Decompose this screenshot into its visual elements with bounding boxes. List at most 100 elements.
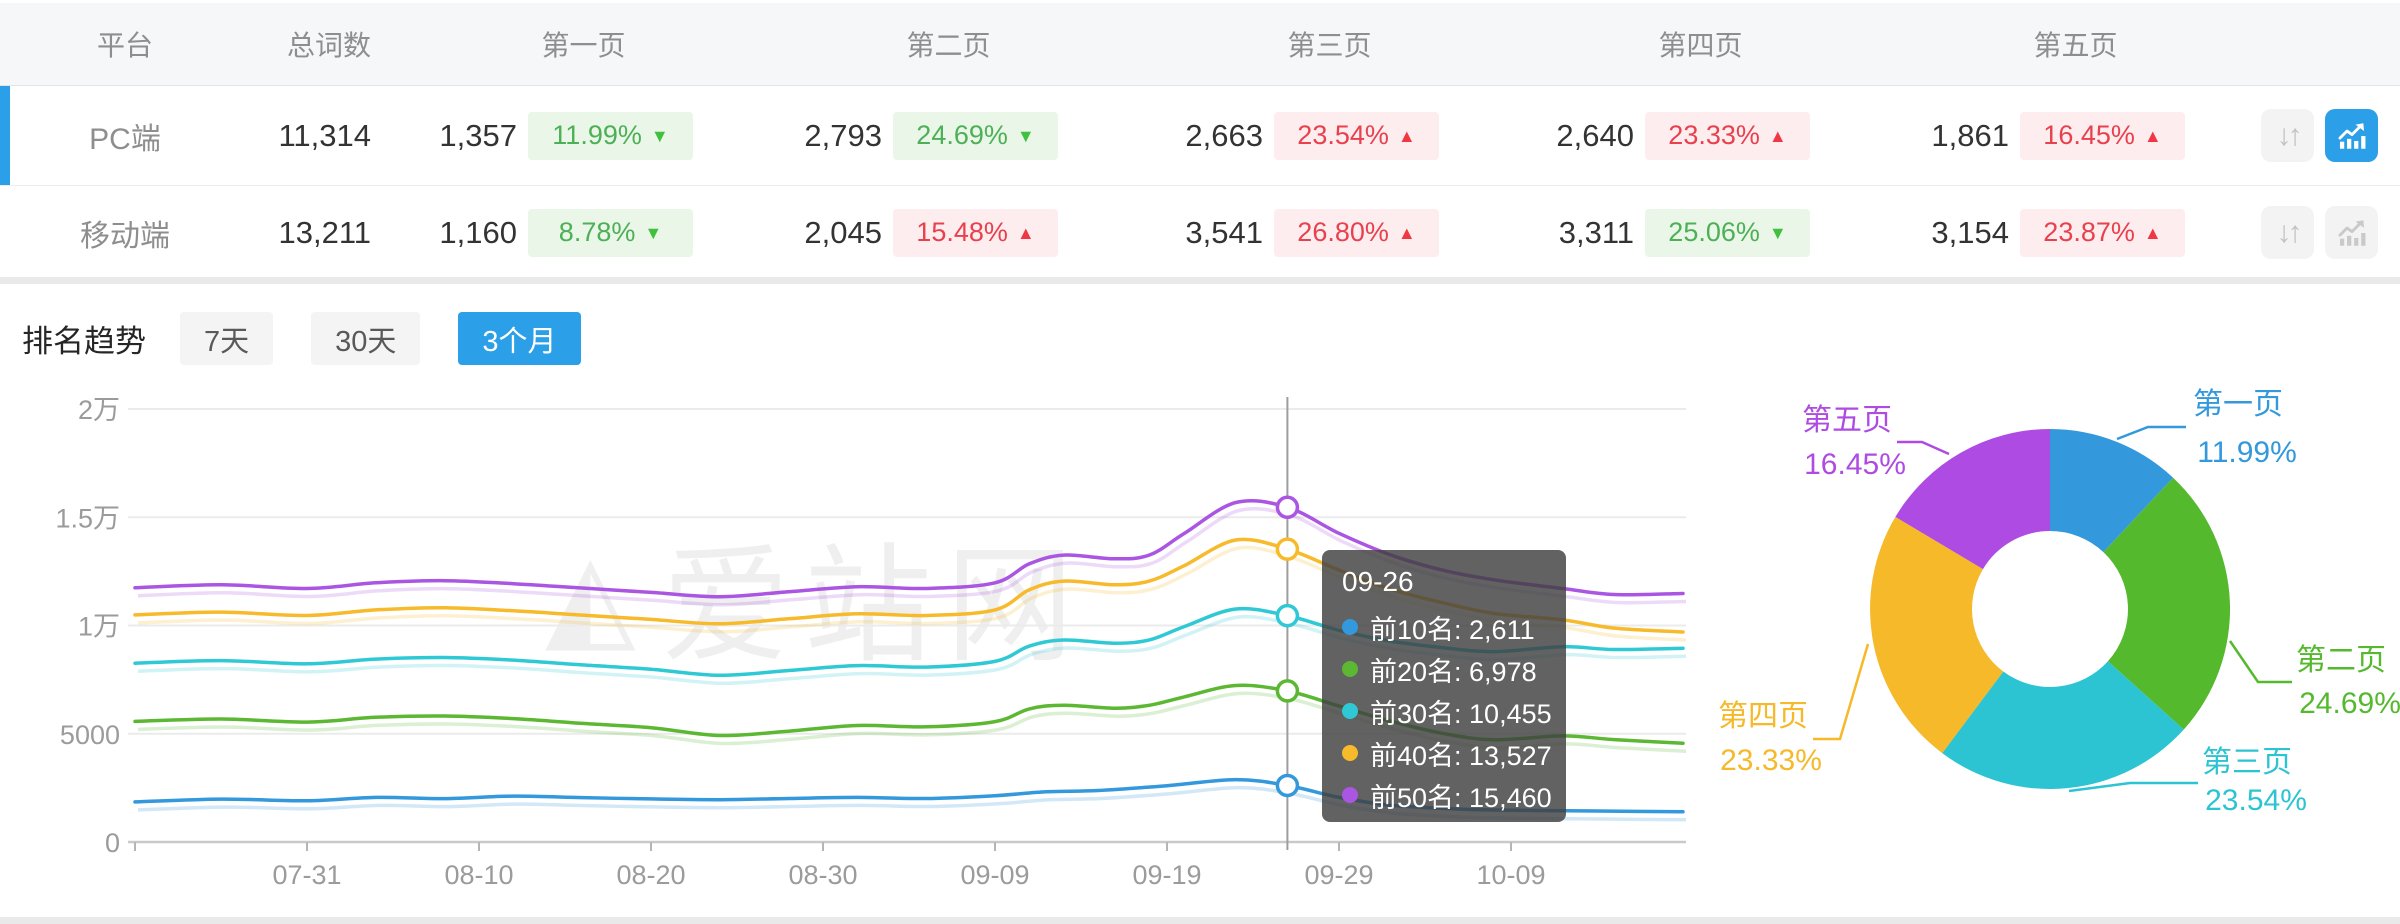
x-axis-label: 08-30 xyxy=(788,860,857,890)
page-percent-badge: 23.33% ▲ xyxy=(1645,111,1810,160)
row-actions: ↓↑ xyxy=(2185,86,2400,185)
tooltip-series-text: 前50名: 15,460 xyxy=(1370,782,1552,813)
percent-value: 26.80% xyxy=(1297,217,1389,247)
total-words-value: 11,314 xyxy=(278,117,371,153)
donut-label-name-第三页: 第三页 xyxy=(2202,746,2292,779)
up-triangle-icon: ▲ xyxy=(1397,125,1416,146)
highlight-marker-前50名 xyxy=(1275,495,1300,520)
donut-label-name-第四页: 第四页 xyxy=(1718,700,1808,733)
sort-rank-button[interactable]: ↓↑ xyxy=(2261,206,2314,259)
rank-summary-table: 平台 总词数 第一页 第二页 第三页 第四页 第五页 PC端 11,314 1,357 11.99… xyxy=(0,0,2400,277)
donut-slice-第三页[interactable] xyxy=(1942,661,2184,790)
column-header-page-2: 第二页 xyxy=(693,3,1058,85)
x-axis-label: 10-09 xyxy=(1476,860,1545,890)
x-axis-label: 09-09 xyxy=(960,860,1029,890)
page-count-value: 1,160 xyxy=(439,214,517,250)
tooltip-series-text: 前20名: 6,978 xyxy=(1370,656,1537,687)
column-header-label: 第一页 xyxy=(541,30,626,61)
page-percent-badge: 24.69% ▼ xyxy=(893,111,1058,160)
tooltip-date: 09-26 xyxy=(1342,566,1414,597)
tooltip-series-row: 前10名: 2,611 xyxy=(1342,606,1546,648)
column-header-total-words: 总词数 xyxy=(286,30,371,61)
tab-range-3[interactable]: 3个月 xyxy=(458,312,581,365)
x-axis-label: 09-19 xyxy=(1132,860,1201,890)
aizhan-watermark: ◭ 爱站网 xyxy=(545,502,1088,687)
donut-slice-第二页[interactable] xyxy=(2103,477,2231,730)
platform-label: PC端 xyxy=(89,122,161,156)
sort-rank-button[interactable]: ↓↑ xyxy=(2261,109,2314,162)
tab-range-1[interactable]: 7天 xyxy=(180,312,274,365)
x-axis-label: 09-29 xyxy=(1304,860,1373,890)
donut-label-name-第五页: 第五页 xyxy=(1802,404,1892,437)
highlight-marker-前30名 xyxy=(1275,603,1300,628)
column-header-label: 第三页 xyxy=(1287,30,1372,61)
tooltip-series-row: 前40名: 13,527 xyxy=(1342,732,1552,774)
tooltip-series-row: 前30名: 10,455 xyxy=(1342,690,1552,732)
up-triangle-icon: ▲ xyxy=(2143,222,2162,243)
down-triangle-icon: ▼ xyxy=(1768,222,1787,243)
series-color-dot xyxy=(1342,661,1358,677)
donut-label-name-第二页: 第二页 xyxy=(2296,644,2386,677)
up-triangle-icon: ▲ xyxy=(1397,222,1416,243)
table-header-row: 平台 总词数 第一页 第二页 第三页 第四页 第五页 xyxy=(0,3,2400,86)
page-2-cell: 2,045 15.48% ▲ xyxy=(693,186,1058,277)
x-axis-label: 08-20 xyxy=(616,860,685,890)
y-axis-label: 2万 xyxy=(78,395,120,425)
y-axis-label: 1万 xyxy=(78,612,120,642)
up-triangle-icon: ▲ xyxy=(2143,125,2162,146)
y-axis-label: 5000 xyxy=(60,720,120,750)
donut-slice-第五页[interactable] xyxy=(1895,429,2050,570)
trend-range-tabs: 7天 30天 3个月 xyxy=(180,312,619,365)
percent-value: 23.87% xyxy=(2043,217,2135,247)
percent-value: 25.06% xyxy=(1668,217,1760,247)
total-words-value: 13,211 xyxy=(278,214,371,250)
column-header-page-3: 第三页 xyxy=(1058,3,1439,85)
column-header-actions xyxy=(2185,3,2400,85)
donut-callout-line-第四页 xyxy=(1813,643,1870,741)
donut-label-percent-第二页: 24.69% xyxy=(2299,687,2400,720)
donut-callout-line-第三页 xyxy=(2068,781,2198,793)
percent-value: 23.33% xyxy=(1668,120,1760,150)
tooltip-series-row: 前50名: 15,460 xyxy=(1342,774,1552,816)
trend-title: 排名趋势 xyxy=(22,324,146,359)
platform-label: 移动端 xyxy=(80,219,170,253)
donut-label-name-第一页: 第一页 xyxy=(2193,388,2283,421)
page-count-value: 3,311 xyxy=(1558,214,1634,250)
show-trend-button[interactable] xyxy=(2325,109,2378,162)
donut-label-percent-第一页: 11.99% xyxy=(2197,436,2297,469)
page-percent-badge: 8.78% ▼ xyxy=(528,208,693,257)
aizhan-logo-icon: ◭ xyxy=(545,529,636,662)
donut-slice-第四页[interactable] xyxy=(1870,516,2004,754)
page-3-cell: 3,541 26.80% ▲ xyxy=(1058,186,1439,277)
column-header-page-1: 第一页 xyxy=(375,3,693,85)
series-color-dot xyxy=(1342,745,1358,761)
page-count-value: 3,541 xyxy=(1185,214,1263,250)
column-header-platform: 平台 xyxy=(96,30,153,61)
series-color-dot xyxy=(1342,787,1358,803)
page-count-value: 3,154 xyxy=(1931,214,2009,250)
tooltip-series-text: 前10名: 2,611 xyxy=(1370,614,1535,645)
sort-arrows-icon: ↓↑ xyxy=(2276,118,2303,152)
x-axis-label: 08-10 xyxy=(444,860,513,890)
percent-value: 24.69% xyxy=(916,120,1008,150)
trend-chart-icon xyxy=(2338,219,2365,246)
column-header-page-5: 第五页 xyxy=(1810,3,2185,85)
percent-value: 16.45% xyxy=(2043,120,2135,150)
tooltip-series-row: 前20名: 6,978 xyxy=(1342,648,1546,690)
donut-label-percent-第三页: 23.54% xyxy=(2205,784,2307,817)
highlight-marker-前40名 xyxy=(1275,537,1300,561)
highlight-marker-前20名 xyxy=(1275,679,1300,703)
table-row-pc[interactable]: PC端 11,314 1,357 11.99% ▼ 2,793 24.69% ▼ 2,663 23… xyxy=(0,86,2400,186)
tab-range-2[interactable]: 30天 xyxy=(311,312,421,365)
table-row-mobile[interactable]: 移动端 13,211 1,160 8.78% ▼ 2,045 15.48% ▲ 3,541 26.… xyxy=(0,186,2400,277)
page-percent-badge: 11.99% ▼ xyxy=(528,111,693,160)
donut-slice-第一页[interactable] xyxy=(2050,429,2174,553)
page-percent-badge: 23.54% ▲ xyxy=(1274,111,1439,160)
page-percent-badge: 25.06% ▼ xyxy=(1645,208,1810,257)
y-axis-label: 1.5万 xyxy=(55,503,120,533)
show-trend-button[interactable] xyxy=(2325,206,2378,259)
percent-value: 8.78% xyxy=(558,217,636,247)
highlight-marker-前10名 xyxy=(1275,773,1300,798)
row-actions: ↓↑ xyxy=(2185,186,2400,277)
page-5-cell: 3,154 23.87% ▲ xyxy=(1810,186,2185,277)
